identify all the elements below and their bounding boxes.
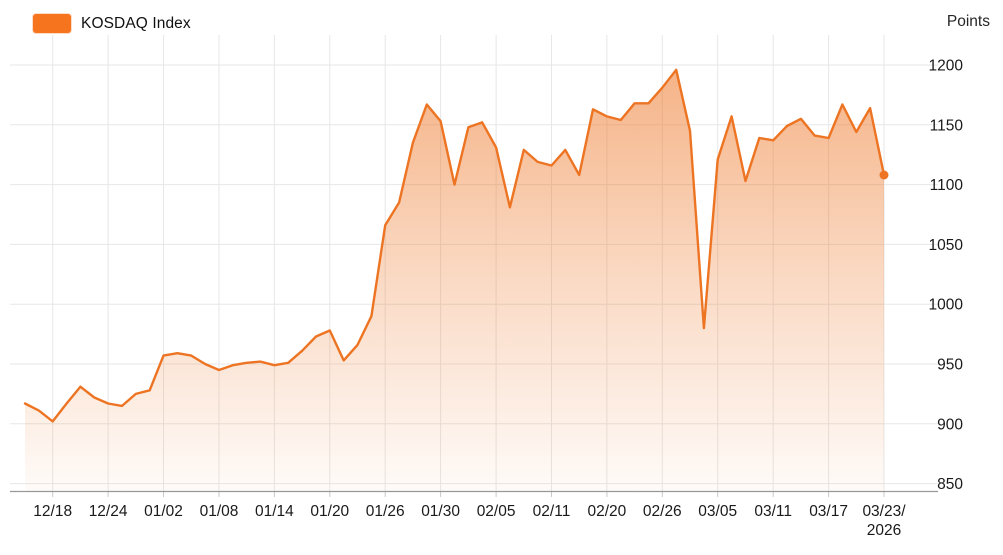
y-axis-unit-label: Points xyxy=(946,13,990,30)
series-area xyxy=(25,69,884,492)
y-tick-label: 1100 xyxy=(930,177,964,194)
legend-label: KOSDAQ Index xyxy=(81,14,191,32)
x-tick-label: 01/20 xyxy=(310,503,349,520)
last-point-marker xyxy=(879,170,889,180)
y-tick-label: 900 xyxy=(937,416,963,433)
x-tick-label: 03/05 xyxy=(698,503,737,520)
x-tick-label: 03/17 xyxy=(809,503,848,520)
series-line xyxy=(23,68,886,423)
y-tick-label: 950 xyxy=(937,357,963,374)
x-tick-label: 01/26 xyxy=(366,503,405,520)
y-tick-label: 1050 xyxy=(929,237,964,254)
legend-item-kosdaq[interactable]: KOSDAQ Index xyxy=(33,13,191,34)
y-tick-label: 1200 xyxy=(929,58,964,75)
y-tick-label: 850 xyxy=(937,476,963,493)
x-tick-label: 12/24 xyxy=(89,503,128,520)
x-tick-label-year: 2026 xyxy=(867,522,901,539)
legend-swatch-icon xyxy=(33,14,71,33)
x-tick-label: 01/30 xyxy=(421,503,460,520)
x-tick-label: 03/11 xyxy=(754,503,792,520)
x-tick-label: 01/02 xyxy=(144,503,183,520)
x-tick-label: 01/08 xyxy=(200,503,239,520)
x-tick-label: 02/05 xyxy=(477,503,516,520)
x-tick-label: 01/14 xyxy=(255,503,294,520)
x-tick-label: 03/23/ xyxy=(862,503,906,520)
x-tick-label: 02/20 xyxy=(588,503,627,520)
y-tick-label: 1150 xyxy=(930,117,964,134)
y-tick-label: 1000 xyxy=(929,297,964,314)
x-tick-label: 02/11 xyxy=(533,503,571,520)
x-tick-label: 12/18 xyxy=(33,503,72,520)
x-tick-label: 02/26 xyxy=(643,503,682,520)
